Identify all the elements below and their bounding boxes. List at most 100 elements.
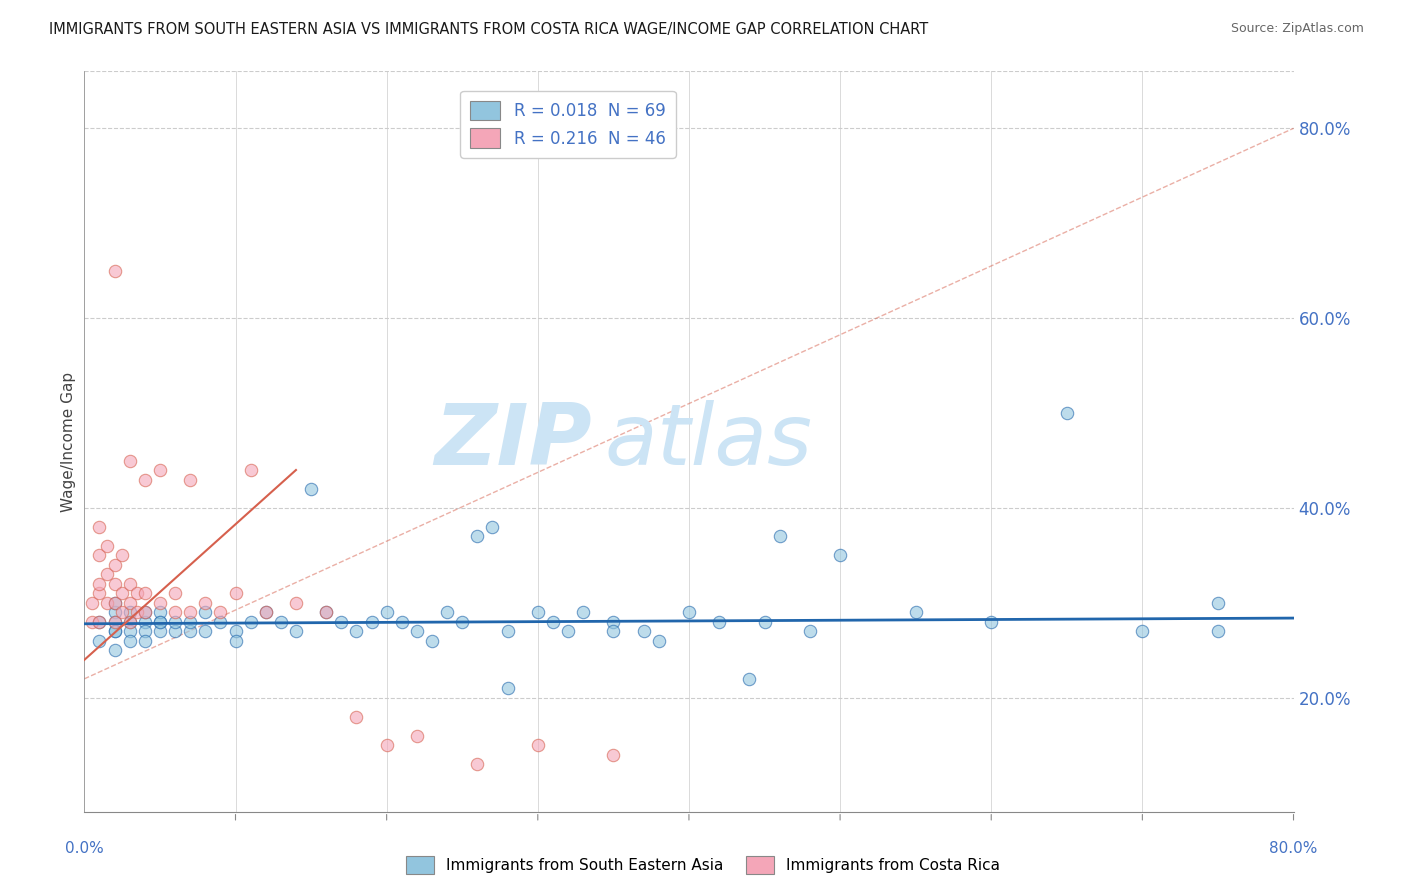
Point: [104, 624, 127, 639]
Point: [451, 615, 474, 629]
Point: [89, 577, 111, 591]
Point: [527, 739, 550, 753]
Point: [830, 549, 852, 563]
Point: [602, 624, 624, 639]
Point: [118, 606, 141, 620]
Point: [149, 624, 172, 639]
Point: [104, 615, 127, 629]
Point: [104, 643, 127, 657]
Text: ZIP: ZIP: [434, 400, 592, 483]
Point: [602, 615, 624, 629]
Point: [149, 615, 172, 629]
Point: [254, 606, 277, 620]
Point: [127, 586, 149, 600]
Point: [89, 633, 111, 648]
Point: [134, 615, 156, 629]
Point: [134, 586, 156, 600]
Point: [346, 624, 368, 639]
Point: [285, 624, 308, 639]
Point: [111, 549, 134, 563]
Point: [165, 615, 187, 629]
Point: [315, 606, 337, 620]
Point: [89, 549, 111, 563]
Point: [436, 606, 458, 620]
Point: [360, 615, 382, 629]
Point: [406, 624, 429, 639]
Point: [225, 624, 247, 639]
Point: [648, 633, 671, 648]
Point: [165, 624, 187, 639]
Legend: R = 0.018  N = 69, R = 0.216  N = 46: R = 0.018 N = 69, R = 0.216 N = 46: [460, 91, 676, 158]
Text: Source: ZipAtlas.com: Source: ZipAtlas.com: [1230, 22, 1364, 36]
Point: [709, 615, 731, 629]
Point: [678, 606, 700, 620]
Point: [118, 615, 141, 629]
Point: [330, 615, 353, 629]
Text: atlas: atlas: [605, 400, 813, 483]
Point: [633, 624, 655, 639]
Point: [118, 615, 141, 629]
Point: [754, 615, 776, 629]
Point: [111, 586, 134, 600]
Point: [134, 473, 156, 487]
Point: [1056, 406, 1078, 420]
Point: [1206, 624, 1229, 639]
Point: [104, 624, 127, 639]
Point: [375, 606, 398, 620]
Point: [420, 633, 443, 648]
Point: [134, 633, 156, 648]
Point: [134, 606, 156, 620]
Point: [904, 606, 927, 620]
Point: [1130, 624, 1153, 639]
Point: [165, 586, 187, 600]
Point: [179, 615, 201, 629]
Point: [496, 624, 519, 639]
Point: [104, 596, 127, 610]
Point: [194, 606, 217, 620]
Point: [315, 606, 337, 620]
Point: [104, 558, 127, 572]
Point: [769, 529, 792, 543]
Point: [285, 596, 308, 610]
Text: 0.0%: 0.0%: [65, 841, 104, 856]
Point: [467, 757, 489, 772]
Point: [209, 615, 232, 629]
Legend: Immigrants from South Eastern Asia, Immigrants from Costa Rica: Immigrants from South Eastern Asia, Immi…: [401, 850, 1005, 880]
Point: [118, 624, 141, 639]
Point: [225, 586, 247, 600]
Point: [179, 473, 201, 487]
Point: [738, 672, 761, 686]
Point: [104, 596, 127, 610]
Point: [572, 606, 595, 620]
Point: [194, 624, 217, 639]
Text: IMMIGRANTS FROM SOUTH EASTERN ASIA VS IMMIGRANTS FROM COSTA RICA WAGE/INCOME GAP: IMMIGRANTS FROM SOUTH EASTERN ASIA VS IM…: [49, 22, 928, 37]
Point: [406, 729, 429, 743]
Point: [299, 482, 322, 496]
Point: [89, 615, 111, 629]
Point: [118, 596, 141, 610]
Text: 80.0%: 80.0%: [1270, 841, 1317, 856]
Point: [239, 615, 262, 629]
Point: [467, 529, 489, 543]
Point: [80, 596, 103, 610]
Point: [799, 624, 821, 639]
Point: [134, 624, 156, 639]
Point: [96, 539, 118, 553]
Point: [179, 606, 201, 620]
Point: [127, 606, 149, 620]
Point: [89, 615, 111, 629]
Point: [481, 520, 503, 534]
Point: [104, 606, 127, 620]
Point: [149, 615, 172, 629]
Point: [96, 596, 118, 610]
Point: [134, 606, 156, 620]
Point: [496, 681, 519, 696]
Point: [165, 606, 187, 620]
Point: [375, 739, 398, 753]
Point: [118, 633, 141, 648]
Point: [225, 633, 247, 648]
Point: [391, 615, 413, 629]
Point: [104, 615, 127, 629]
Point: [96, 567, 118, 582]
Point: [118, 577, 141, 591]
